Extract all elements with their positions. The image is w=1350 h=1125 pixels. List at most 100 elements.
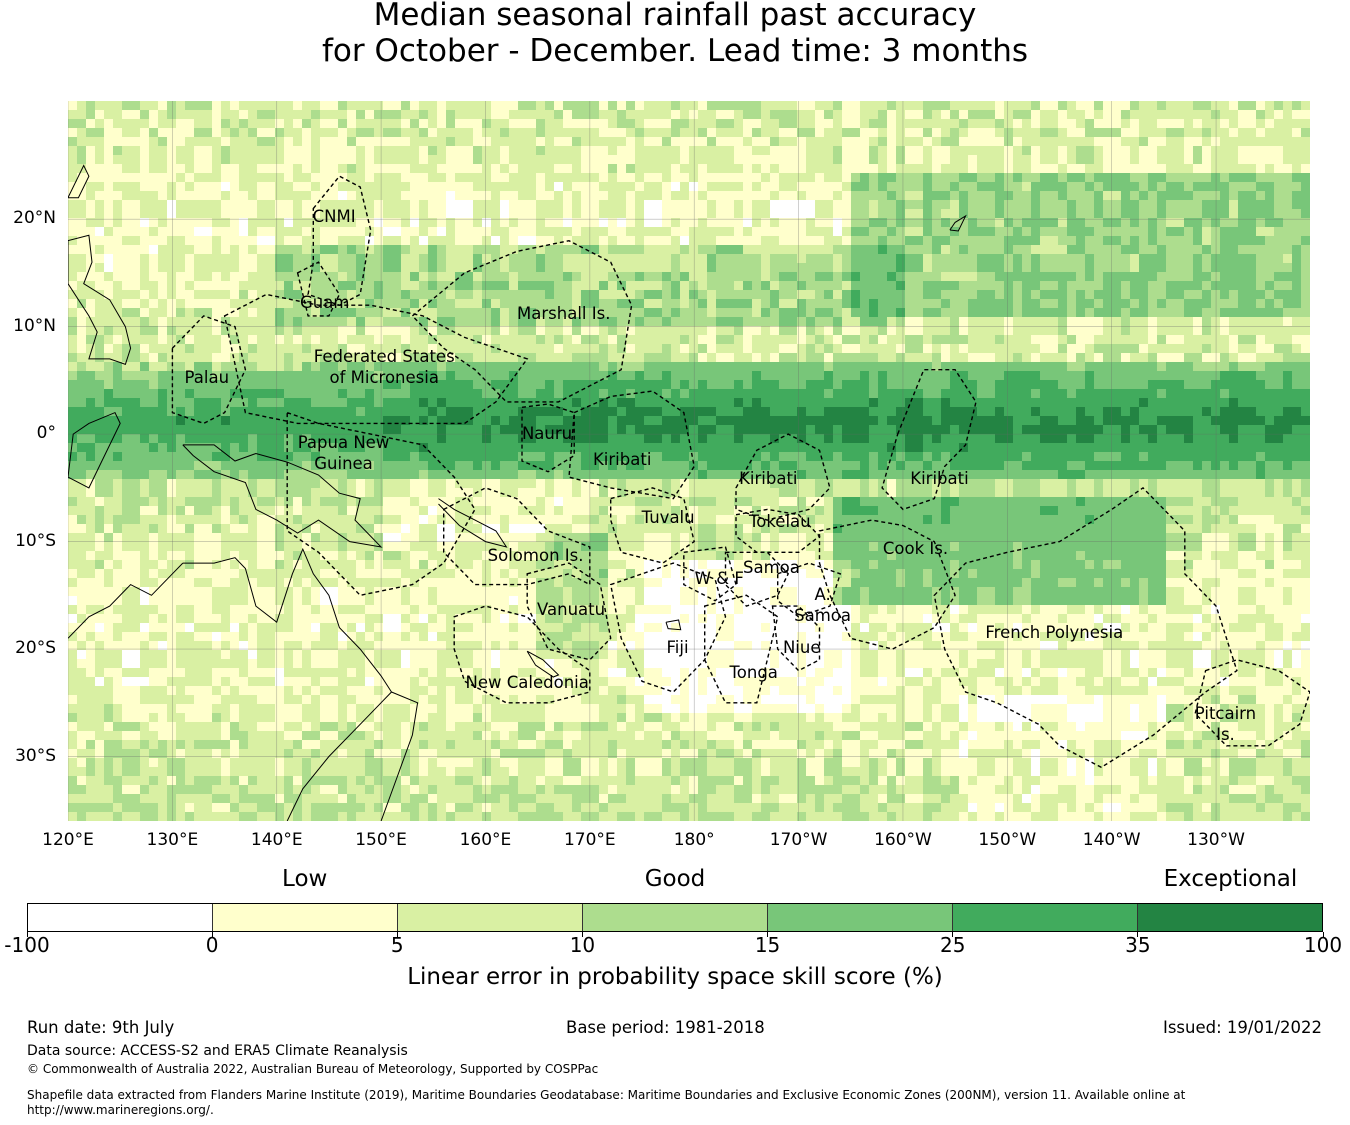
skill-field (68, 101, 1310, 821)
region-name: Nauru (521, 424, 573, 444)
philippines-coastline (68, 234, 132, 365)
region-label: Samoa (743, 557, 800, 578)
map-canvas (68, 101, 1310, 821)
skill-score-map (68, 101, 1310, 821)
region-label: Kiribati (910, 468, 968, 489)
eez-fsm (223, 293, 529, 425)
region-label: French Polynesia (985, 622, 1123, 643)
lat-tick-label: 20°S (15, 638, 56, 659)
region-label: Guam (300, 292, 349, 313)
sulawesi-coastline (68, 411, 121, 489)
eez-palau (171, 315, 247, 425)
colorbar-tick-label: 25 (939, 933, 966, 957)
colorbar-tick-mark (1322, 932, 1324, 937)
lon-tick-label: 140°W (1082, 830, 1141, 850)
colorbar-tick-mark (26, 932, 28, 937)
lon-tick-label: 170°E (563, 830, 616, 850)
region-name: Kiribati (592, 449, 652, 469)
data-source: Data source: ACCESS-S2 and ERA5 Climate … (27, 1043, 408, 1059)
region-name: Federated States (313, 346, 455, 366)
colorbar-tick-label: 35 (1125, 933, 1151, 957)
chart-title-line2: for October - December. Lead time: 3 mon… (321, 33, 1029, 69)
lon-tick-label: 130°E (146, 830, 199, 850)
colorbar-category-label: Low (282, 866, 328, 892)
region-label: Pitcairn Is. (1195, 703, 1256, 745)
eez-tokelau (735, 508, 821, 553)
colorbar-tick-label: 5 (390, 933, 404, 957)
region-label: A. Samoa (794, 584, 851, 626)
eez-new-caledonia (453, 605, 591, 704)
issued-date: Issued: 19/01/2022 (1162, 1018, 1322, 1037)
lat-tick-label: 10°S (15, 530, 56, 551)
region-label: W & F (695, 568, 744, 589)
lon-tick-label: 140°E (250, 830, 303, 850)
region-name: Vanuatu (537, 600, 606, 620)
colorbar-label: Linear error in probability space skill … (407, 964, 943, 990)
solomon-islands-coastline (438, 498, 508, 548)
chart-title-line1: Median seasonal rainfall past accuracy (373, 0, 977, 33)
australia-north-coastline (182, 547, 392, 693)
region-label: Cook Is. (883, 538, 948, 559)
lon-tick-label: 150°W (978, 830, 1037, 850)
region-name-line2: Is. (1216, 724, 1235, 744)
base-period: Base period: 1981-2018 (566, 1018, 765, 1037)
eez-vanuatu (526, 562, 612, 661)
lon-tick-label: 170°W (769, 830, 828, 850)
region-name: Palau (184, 368, 230, 388)
new-caledonia-coastline (526, 650, 560, 678)
colorbar-tick-mark (952, 932, 954, 937)
lon-tick-label: 160°E (459, 830, 512, 850)
region-label: Solomon Is. (488, 545, 584, 566)
colorbar-tick-label: -100 (4, 933, 50, 957)
region-name: Tonga (729, 662, 778, 682)
colorbar-tick-label: 15 (754, 933, 781, 957)
shapefile-credit-line2: http://www.marineregions.org/. (27, 1103, 214, 1117)
region-label: Niue (783, 637, 821, 658)
region-name: Tokelau (748, 512, 811, 532)
region-label: Palau (185, 367, 229, 388)
colorbar-tick-mark (767, 932, 769, 937)
eez-niue (771, 605, 821, 672)
taiwan-coastline (68, 164, 90, 199)
lat-tick-label: 20°N (13, 208, 56, 229)
colorbar-tick-mark (396, 932, 398, 937)
region-name: CNMI (312, 207, 356, 227)
shapefile-credit-line1: Shapefile data extracted from Flanders M… (27, 1088, 1186, 1102)
region-label: Tonga (729, 662, 777, 683)
region-label: CNMI (313, 206, 356, 227)
region-name: Papua New (297, 432, 390, 452)
colorbar-tick-mark (211, 932, 213, 937)
colorbar-tick-mark (581, 932, 583, 937)
region-label: Tuvalu (642, 507, 695, 528)
colorbar-segment (583, 904, 768, 931)
colorbar-segment (768, 904, 953, 931)
colorbar (27, 903, 1323, 932)
lon-tick-label: 180° (673, 830, 715, 850)
region-name: A. (814, 585, 831, 605)
region-name: French Polynesia (985, 622, 1124, 642)
region-label: Kiribati (739, 468, 797, 489)
eez-wallis-futuna (683, 546, 737, 602)
eez-american-samoa (777, 562, 842, 618)
region-name: Pitcairn (1194, 703, 1257, 723)
region-name: Tuvalu (641, 507, 695, 527)
copyright: © Commonwealth of Australia 2022, Austra… (27, 1062, 599, 1076)
region-label: Fiji (666, 637, 688, 658)
eez-cook-islands (818, 519, 956, 650)
region-label: Nauru (522, 423, 572, 444)
australia-northwest-coastline (68, 562, 184, 639)
colorbar-tick-label: 10 (569, 933, 596, 957)
eez-kiribati-line (881, 369, 977, 511)
region-name: Kiribati (739, 469, 798, 489)
colorbar-segment (213, 904, 398, 931)
eez-papua-new-guinea (286, 411, 476, 597)
region-label: Tokelau (749, 511, 811, 532)
region-name: Marshall Is. (517, 303, 611, 323)
eez-french-polynesia (933, 486, 1238, 769)
region-name-line2: Guinea (314, 453, 373, 473)
colorbar-segment (398, 904, 583, 931)
region-name: New Caledonia (465, 673, 589, 693)
region-label: Vanuatu (537, 599, 605, 620)
region-name-line2: Samoa (794, 606, 852, 626)
lat-tick-label: 10°N (13, 315, 56, 336)
